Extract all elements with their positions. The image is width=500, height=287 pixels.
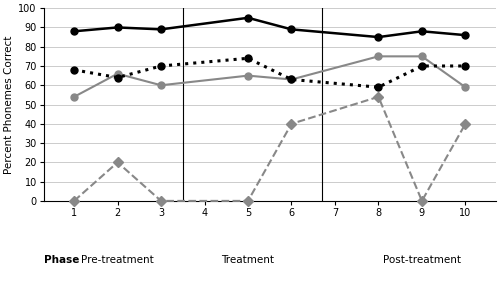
PPC Goal 1 [376, 35, 382, 39]
PPC Goal 2 [245, 74, 251, 77]
PPC Goal 3 [158, 64, 164, 68]
Control [288, 122, 294, 125]
Control [114, 161, 120, 164]
Control [376, 95, 382, 98]
PPC Goal 1 [419, 30, 425, 33]
Text: Phase: Phase [44, 255, 79, 265]
Control [158, 199, 164, 203]
Control [71, 199, 77, 203]
PPC Goal 3 [462, 64, 468, 68]
PPC Goal 3 [71, 68, 77, 71]
PPC Goal 1 [288, 28, 294, 31]
PPC Goal 1 [245, 16, 251, 20]
PPC Goal 2 [71, 95, 77, 98]
PPC Goal 3 [245, 57, 251, 60]
PPC Goal 2 [462, 86, 468, 89]
PPC Goal 2 [158, 84, 164, 87]
PPC Goal 3 [114, 76, 120, 79]
Control [462, 122, 468, 125]
Line: PPC Goal 2: PPC Goal 2 [70, 53, 469, 100]
Line: Control: Control [70, 93, 469, 204]
PPC Goal 3 [419, 64, 425, 68]
PPC Goal 3 [288, 78, 294, 81]
PPC Goal 2 [288, 78, 294, 81]
PPC Goal 1 [71, 30, 77, 33]
Control [245, 199, 251, 203]
Line: PPC Goal 1: PPC Goal 1 [70, 14, 469, 40]
PPC Goal 2 [419, 55, 425, 58]
PPC Goal 3 [376, 86, 382, 89]
PPC Goal 2 [376, 55, 382, 58]
Text: Treatment: Treatment [222, 255, 274, 265]
PPC Goal 1 [114, 26, 120, 29]
Control [419, 199, 425, 203]
Y-axis label: Percent Phonemes Correct: Percent Phonemes Correct [4, 35, 14, 174]
Line: PPC Goal 3: PPC Goal 3 [70, 55, 469, 91]
PPC Goal 2 [114, 72, 120, 75]
Text: Post-treatment: Post-treatment [383, 255, 461, 265]
PPC Goal 1 [158, 28, 164, 31]
Text: Pre-treatment: Pre-treatment [81, 255, 154, 265]
PPC Goal 1 [462, 33, 468, 37]
